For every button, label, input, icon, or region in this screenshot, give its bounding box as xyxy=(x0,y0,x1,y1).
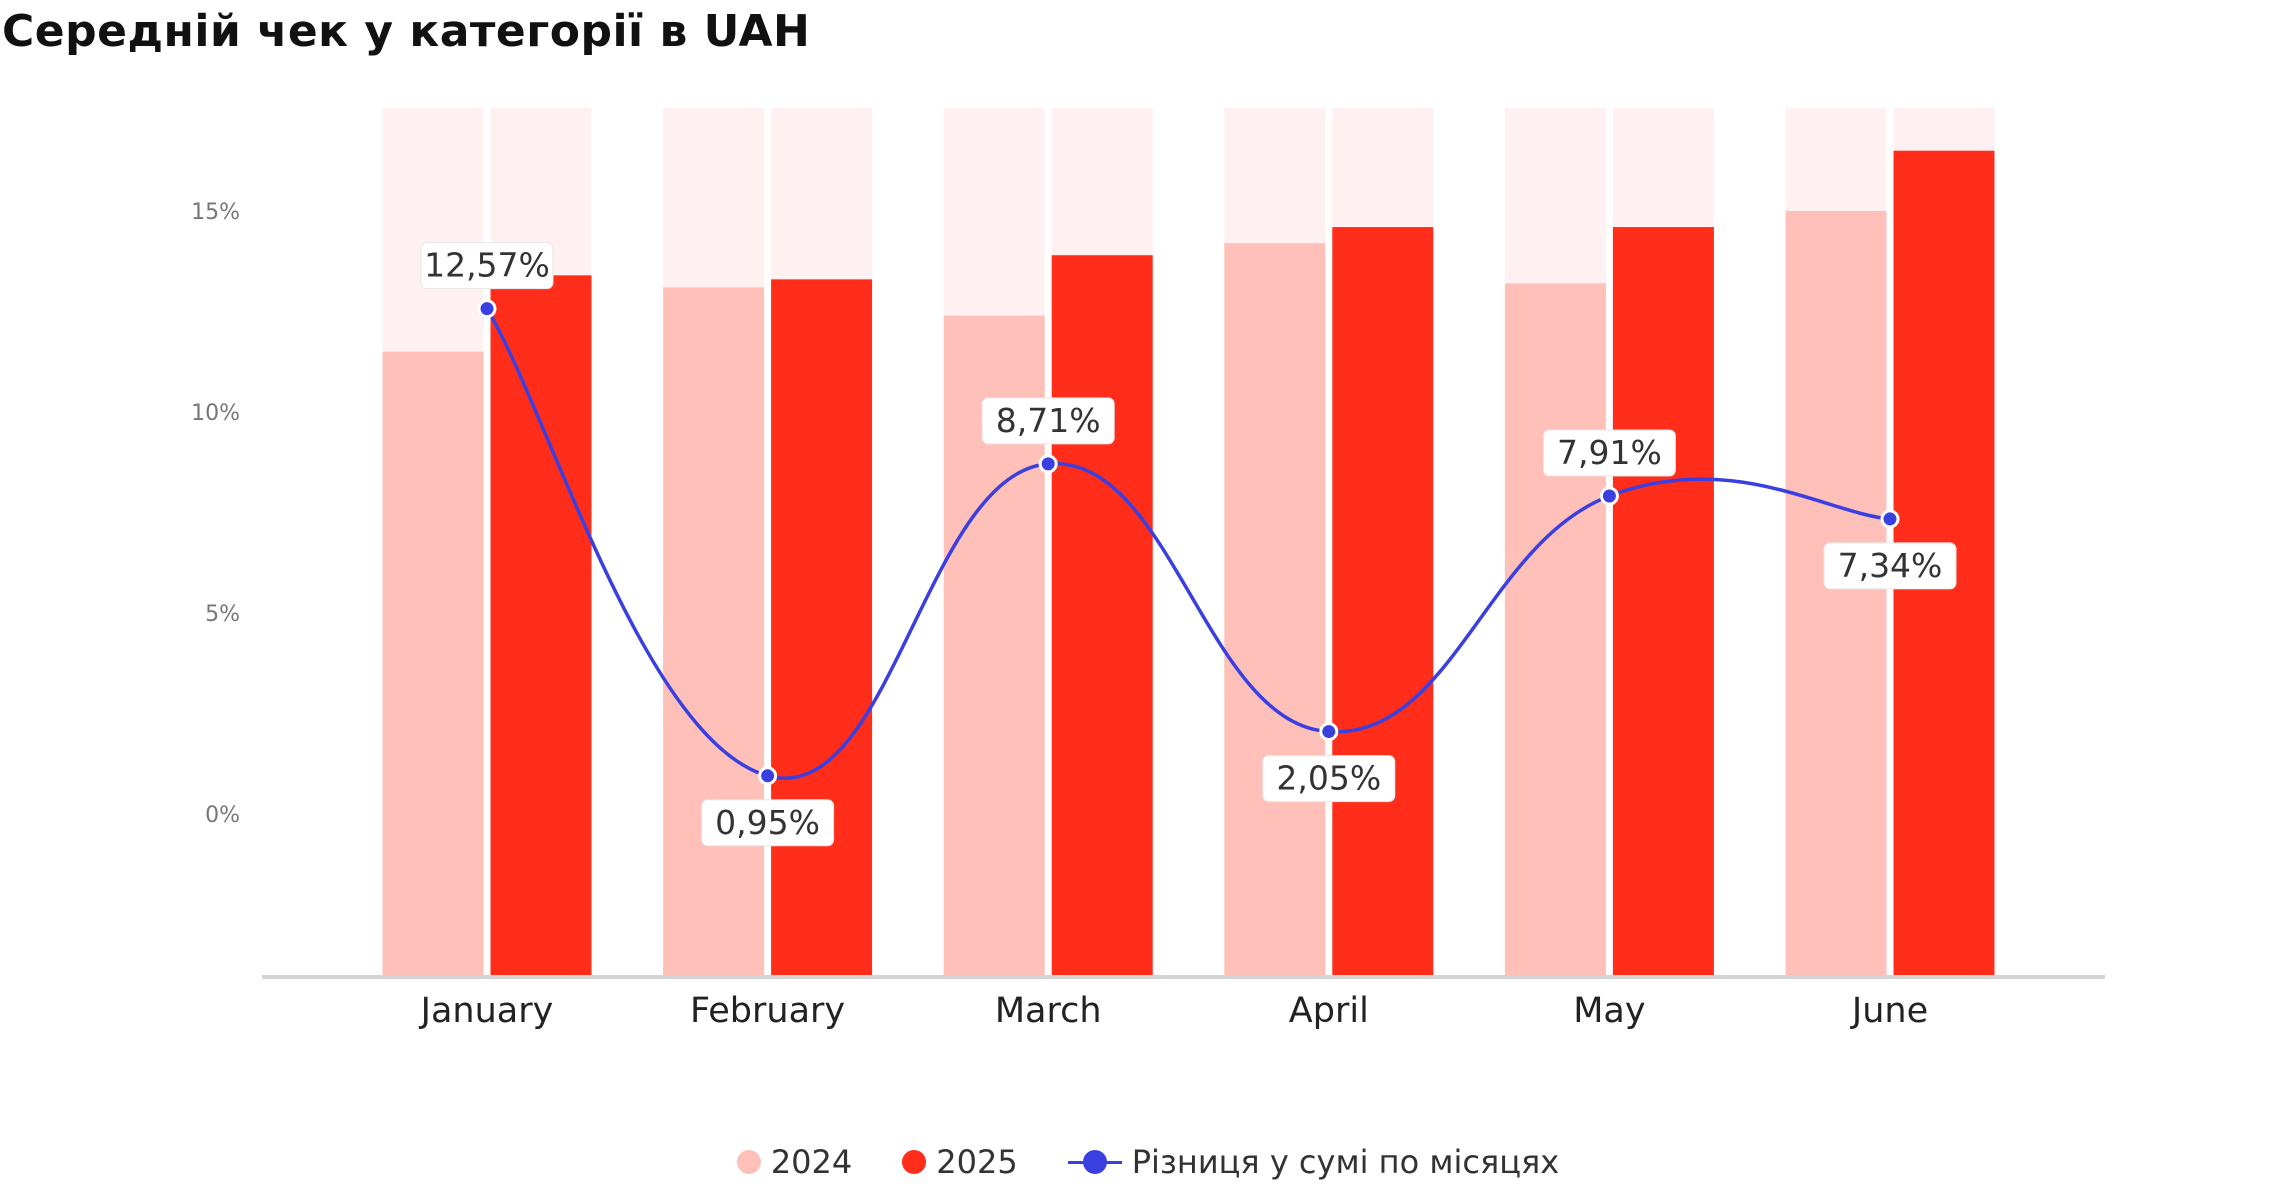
x-tick-label: March xyxy=(995,991,1102,1031)
legend-item-2024[interactable]: 2024 xyxy=(736,1143,853,1181)
data-label: 8,71% xyxy=(996,401,1101,440)
bar-2024 xyxy=(1504,283,1606,975)
data-label-box xyxy=(981,397,1115,445)
difference-point xyxy=(758,766,778,786)
bar-2025 xyxy=(1612,227,1714,975)
y-tick-label: 15% xyxy=(191,200,240,225)
legend-item-2025[interactable]: 2025 xyxy=(902,1143,1018,1181)
bar-2025 xyxy=(771,279,873,976)
difference-point xyxy=(1038,454,1058,474)
data-label: 7,91% xyxy=(1557,433,1662,472)
chart-title: Середній чек у категорії в UAH xyxy=(2,6,811,57)
data-label: 7,34% xyxy=(1838,546,1943,585)
data-label: 12,57% xyxy=(424,246,550,285)
bar-2024 xyxy=(663,287,765,975)
y-tick-label: 10% xyxy=(191,401,240,426)
legend-label-2025: 2025 xyxy=(936,1143,1018,1181)
difference-point xyxy=(1599,486,1619,506)
bar-2025 xyxy=(490,275,592,975)
legend-label-difference: Різниця у сумі по місяцях xyxy=(1131,1143,1560,1181)
x-tick-label: June xyxy=(1850,991,1928,1031)
legend-swatch-2025 xyxy=(902,1150,927,1174)
x-tick-label: April xyxy=(1289,991,1369,1031)
difference-point xyxy=(477,299,497,319)
data-label-box xyxy=(420,242,554,290)
legend-swatch-2024 xyxy=(736,1150,761,1174)
legend-label-2024: 2024 xyxy=(770,1143,853,1181)
data-label-box xyxy=(1823,542,1957,590)
data-label: 0,95% xyxy=(715,803,820,842)
legend-item-difference[interactable]: Різниця у сумі по місяцях xyxy=(1067,1143,1560,1181)
bar-2024 xyxy=(382,351,484,975)
bar-2025 xyxy=(1332,227,1434,975)
data-label-box xyxy=(701,799,835,847)
y-tick-label: 0% xyxy=(205,803,240,828)
data-label: 2,05% xyxy=(1276,759,1381,798)
difference-point xyxy=(1880,509,1900,529)
data-label-box xyxy=(1542,429,1676,477)
bar-2024 xyxy=(1224,243,1326,975)
difference-point xyxy=(1319,722,1339,742)
y-tick-label: 5% xyxy=(205,602,240,627)
bar-2024 xyxy=(1785,211,1887,975)
legend-swatch-difference xyxy=(1067,1150,1122,1174)
x-tick-label: May xyxy=(1573,991,1645,1031)
x-tick-label: February xyxy=(690,991,845,1031)
x-tick-label: January xyxy=(419,991,554,1031)
legend: 2024 2025 Різниця у сумі по місяцях xyxy=(0,1143,2296,1181)
bar-2025 xyxy=(1051,255,1153,976)
data-label-box xyxy=(1262,755,1396,803)
